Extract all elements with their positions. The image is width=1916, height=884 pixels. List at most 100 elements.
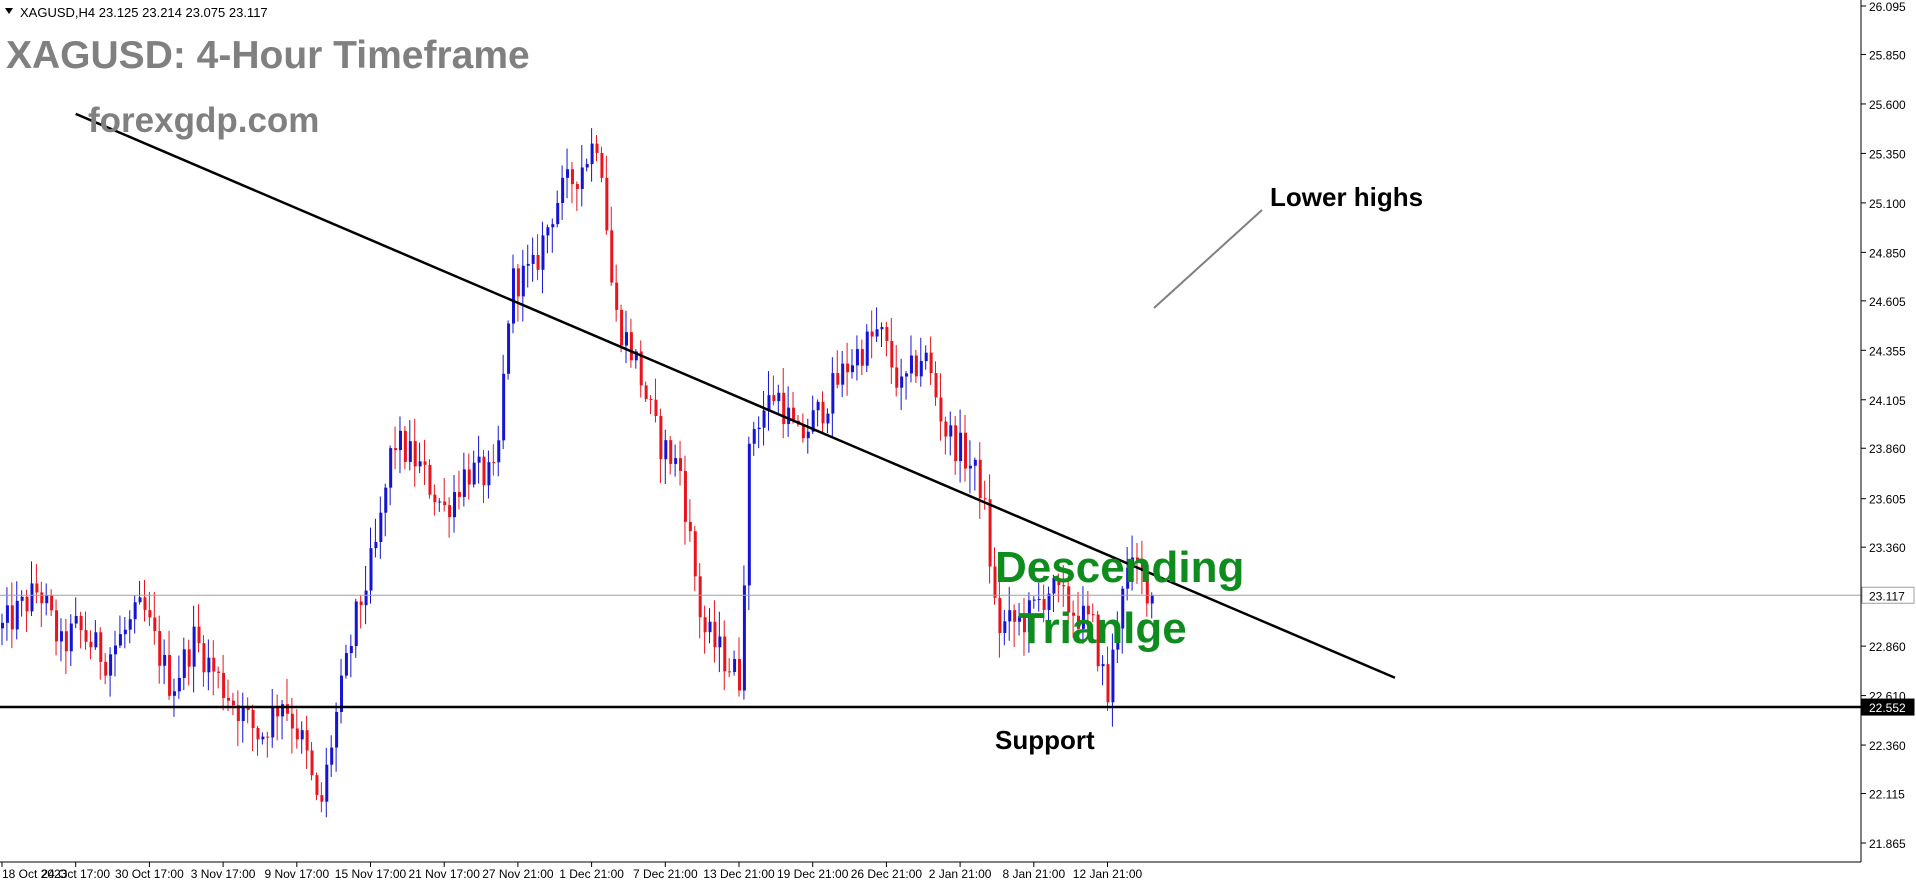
candle-body xyxy=(246,706,250,710)
candle-body xyxy=(806,431,810,439)
candle-body xyxy=(1135,557,1139,561)
support-price-box xyxy=(1861,698,1915,716)
candle-body xyxy=(767,395,771,411)
x-tick-label: 24 Oct 17:00 xyxy=(41,867,110,881)
candle-body xyxy=(703,617,707,633)
candle-body xyxy=(462,469,466,497)
candle-body xyxy=(698,576,702,618)
x-tick-label: 8 Jan 21:00 xyxy=(1002,867,1065,881)
candle-body xyxy=(811,410,815,432)
candle-body xyxy=(895,367,899,388)
lower-highs-pointer xyxy=(1153,209,1263,309)
candle-body xyxy=(443,501,447,506)
candle-body xyxy=(222,672,226,698)
candle-body xyxy=(300,730,304,740)
candle-body xyxy=(683,470,687,522)
candle-body xyxy=(359,601,363,606)
candle-body xyxy=(551,224,555,228)
candle-body xyxy=(1111,649,1115,703)
pattern-label-line2: Trianlge xyxy=(1018,604,1187,653)
candle-body xyxy=(398,430,402,451)
candle-body xyxy=(580,167,584,189)
candle-body xyxy=(620,309,624,346)
candle-body xyxy=(374,542,378,549)
candle-body xyxy=(639,351,643,386)
candle-body xyxy=(1067,586,1071,613)
candle-body xyxy=(556,203,560,225)
x-tick-label: 19 Dec 21:00 xyxy=(777,867,849,881)
candle-body xyxy=(733,659,737,672)
candle-body xyxy=(865,331,869,366)
chart-menu-icon[interactable] xyxy=(5,8,13,14)
x-tick-label: 30 Oct 17:00 xyxy=(115,867,184,881)
candle-body xyxy=(261,736,265,740)
candle-body xyxy=(330,747,334,765)
candle-body xyxy=(305,730,309,751)
y-tick-label: 24.605 xyxy=(1869,295,1906,309)
candle-body xyxy=(634,351,638,361)
candle-body xyxy=(340,675,344,712)
candle-body xyxy=(472,462,476,485)
candle-body xyxy=(826,413,830,424)
candle-body xyxy=(109,654,113,676)
candle-body xyxy=(929,352,933,374)
candle-body xyxy=(536,254,540,270)
candle-body xyxy=(782,392,786,425)
candle-body xyxy=(860,349,864,366)
y-tick-label: 23.860 xyxy=(1869,442,1906,456)
candle-body xyxy=(389,448,393,488)
candle-body xyxy=(69,623,73,652)
candle-body xyxy=(851,365,855,373)
candle-body xyxy=(688,521,692,532)
candle-body xyxy=(1052,578,1056,594)
candle-body xyxy=(516,268,520,297)
candle-body xyxy=(998,597,1002,634)
candle-body xyxy=(1150,595,1154,604)
candle-body xyxy=(158,631,162,666)
lower-highs-label: Lower highs xyxy=(1270,182,1423,212)
candle-body xyxy=(1081,605,1085,629)
candle-body xyxy=(777,392,781,402)
candle-body xyxy=(320,795,324,802)
candle-body xyxy=(497,440,501,463)
candle-body xyxy=(1096,614,1100,667)
candle-body xyxy=(674,458,678,464)
y-tick-label: 25.850 xyxy=(1869,48,1906,62)
candle-body xyxy=(507,323,511,374)
candle-body xyxy=(285,704,289,714)
y-tick-label: 22.860 xyxy=(1869,640,1906,654)
candle-body xyxy=(290,713,294,729)
candle-body xyxy=(954,425,958,462)
candle-body xyxy=(575,184,579,189)
candle-body xyxy=(369,548,373,591)
y-tick-label: 24.105 xyxy=(1869,394,1906,408)
candle-body xyxy=(679,458,683,471)
candle-body xyxy=(453,492,457,518)
pattern-label-line1: Descending xyxy=(995,543,1244,592)
candle-body xyxy=(315,775,319,796)
x-tick-label: 13 Dec 21:00 xyxy=(703,867,775,881)
candle-body xyxy=(207,657,211,673)
candle-body xyxy=(231,700,235,706)
candle-body xyxy=(40,592,44,604)
y-tick-label: 25.600 xyxy=(1869,98,1906,112)
candle-body xyxy=(1106,664,1110,703)
candle-body xyxy=(433,494,437,503)
candle-body xyxy=(241,706,245,722)
candle-body xyxy=(271,707,275,738)
candle-body xyxy=(1086,605,1090,615)
candle-body xyxy=(629,332,633,361)
y-tick-label: 25.350 xyxy=(1869,147,1906,161)
candle-body xyxy=(1008,610,1012,622)
x-tick-label: 1 Dec 21:00 xyxy=(559,867,624,881)
candle-body xyxy=(885,326,889,341)
candle-body xyxy=(978,459,982,499)
y-tick-label: 24.850 xyxy=(1869,246,1906,260)
candle-body xyxy=(816,401,820,411)
candle-body xyxy=(143,597,147,611)
y-tick-label: 22.360 xyxy=(1869,739,1906,753)
candle-body xyxy=(84,630,88,642)
candle-body xyxy=(1032,599,1036,601)
candle-body xyxy=(1072,612,1076,616)
